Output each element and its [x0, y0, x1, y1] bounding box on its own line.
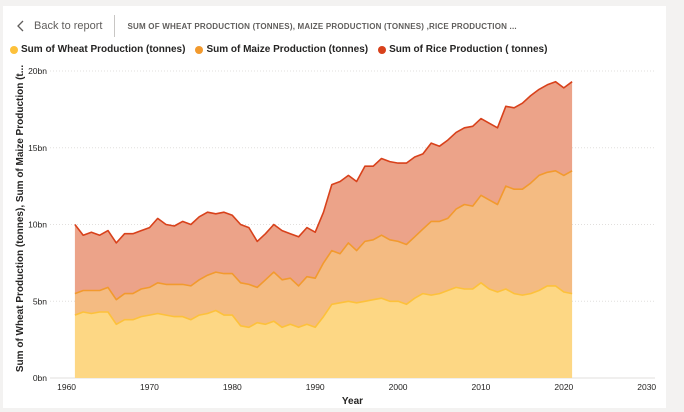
x-axis-title: Year: [342, 396, 363, 407]
x-tick-label: 2030: [637, 382, 656, 392]
y-tick-label: 20bn: [28, 66, 47, 76]
legend-item-rice[interactable]: Sum of Rice Production ( tonnes): [378, 44, 547, 55]
x-tick-label: 1980: [223, 382, 242, 392]
back-to-report-label: Back to report: [34, 20, 103, 32]
legend-marker-wheat: [10, 45, 18, 54]
y-tick-label: 15bn: [28, 143, 47, 153]
y-tick-label: 0bn: [33, 373, 47, 383]
chart-legend: Sum of Wheat Production (tonnes) Sum of …: [10, 44, 547, 55]
x-tick-label: 1970: [140, 382, 159, 392]
x-tick-label: 1960: [57, 382, 76, 392]
area-rice[interactable]: [74, 81, 573, 300]
window-frame-left: [0, 0, 3, 412]
line-maize: [74, 170, 573, 301]
header-divider: [114, 15, 116, 37]
visual-title: SUM OF WHEAT PRODUCTION (TONNES), MAIZE …: [127, 21, 517, 31]
area-layers: [74, 81, 573, 378]
x-tick-label: 2020: [554, 382, 573, 392]
line-rice: [74, 80, 573, 244]
x-axis: 1960 1970 1980 1990 2000 2010 2020 2030: [57, 382, 656, 392]
legend-item-maize[interactable]: Sum of Maize Production (tonnes): [195, 44, 368, 55]
legend-marker-maize: [195, 45, 204, 54]
y-axis-title: Sum of Wheat Production (tonnes), Sum of…: [15, 65, 26, 372]
window-frame-bottom: [0, 408, 684, 412]
x-tick-label: 1990: [306, 382, 325, 392]
legend-label-rice: Sum of Rice Production ( tonnes): [389, 44, 548, 55]
x-tick-label: 2010: [471, 382, 490, 392]
line-wheat: [74, 282, 573, 329]
back-to-report-button[interactable]: Back to report: [10, 14, 114, 38]
y-tick-label: 10bn: [28, 220, 47, 230]
legend-item-wheat[interactable]: Sum of Wheat Production (tonnes): [10, 44, 185, 55]
series-lines: [74, 80, 573, 329]
legend-label-wheat: Sum of Wheat Production (tonnes): [21, 44, 186, 55]
x-tick-label: 2000: [389, 382, 408, 392]
y-tick-label: 5bn: [33, 296, 47, 306]
area-maize[interactable]: [74, 170, 573, 328]
window-frame-top: [0, 0, 684, 6]
legend-label-maize: Sum of Maize Production (tonnes): [206, 44, 369, 55]
focus-mode-header: Back to report SUM OF WHEAT PRODUCTION (…: [10, 14, 660, 38]
area-wheat[interactable]: [74, 282, 573, 378]
legend-marker-rice: [378, 45, 387, 54]
chevron-left-icon: [17, 20, 24, 32]
window-frame-right: [666, 0, 684, 412]
y-axis: 0bn 5bn 10bn 15bn 20bn: [28, 66, 47, 383]
